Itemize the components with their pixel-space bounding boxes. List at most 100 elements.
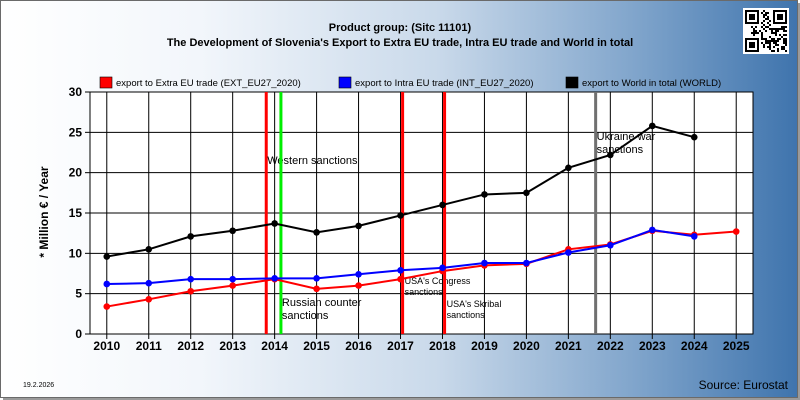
qr-module [751,32,753,34]
qr-module [777,44,779,46]
data-point [607,151,614,159]
data-point [481,259,488,267]
data-point [523,259,530,267]
qr-module [771,40,773,42]
qr-module [773,42,775,44]
y-tick-label: 5 [75,287,82,301]
qr-module [775,32,777,34]
qr-module [783,34,785,36]
qr-module [767,16,769,18]
qr-module [767,22,769,24]
qr-module [771,50,773,52]
event-label: USA's Congress sanctions [405,276,471,297]
legend-swatch-2 [338,76,352,89]
qr-module [785,26,787,28]
qr-module [773,46,775,48]
qr-module [753,28,755,30]
grid-lines [90,92,753,334]
qr-module [771,32,773,34]
data-point [313,285,320,293]
qr-module [783,38,785,40]
x-tick-label: 2021 [555,339,582,353]
qr-module [763,44,765,46]
data-point [103,303,111,310]
qr-module [761,42,763,44]
x-tick-label: 2022 [597,339,624,353]
qr-module [765,42,767,44]
y-tick-label: 20 [69,166,83,180]
x-tick-label: 2019 [471,339,498,353]
qr-code-icon [743,8,789,54]
x-tick-label: 2017 [387,339,414,353]
data-point [439,201,446,209]
qr-module [783,42,785,44]
qr-module [767,12,769,14]
qr-module [767,42,769,44]
x-tick-label: 2013 [219,339,246,353]
qr-module [769,28,771,30]
x-axis: 2010 2011 2012 2013 2014 2015 2016 2017 2018 2019… [93,334,750,353]
legend-label-3: export to World in total (WORLD) [582,78,721,89]
data-point [313,229,320,236]
x-tick-label: 2025 [723,339,750,353]
event-label-line2: sanctions [447,310,486,320]
y-tick-label: 30 [69,85,83,99]
qr-module [773,50,775,52]
legend-swatch-1 [99,76,113,89]
data-point [187,275,195,283]
qr-module [763,14,765,16]
y-tick-label: 15 [69,206,83,220]
y-axis: 0 5 10 15 20 25 30 [69,85,90,341]
qr-module [769,48,771,50]
qr-module [783,28,785,30]
qr-module [781,26,783,28]
qr-module [773,40,775,42]
data-point [103,280,111,288]
x-tick-label: 2023 [639,339,666,353]
data-point [690,133,698,141]
qr-module [763,10,765,12]
qr-module [759,30,761,32]
data-point [565,164,572,172]
qr-module [763,38,765,40]
event-label-line2: sanctions [282,310,329,322]
data-point [481,191,488,198]
event-label-line1: Ukraine war [597,131,656,143]
qr-module [771,30,773,32]
qr-module [785,38,787,40]
qr-module [765,12,767,14]
qr-module [761,34,763,36]
y-tick-label: 0 [75,327,82,341]
qr-module [775,28,777,30]
event-label-line1: Russian counter [282,297,362,309]
chart-title-line1: Product group: (Sitc 11101) [329,22,472,34]
qr-module [779,34,781,36]
qr-module [761,12,763,14]
qr-module [785,34,787,36]
data-point [565,249,572,256]
qr-module [775,42,777,44]
qr-module [777,38,779,40]
qr-module [769,24,771,26]
legend: export to Extra EU trade (EXT_EU27_2020)… [99,76,721,89]
data-series [103,122,740,310]
x-tick-label: 2016 [345,339,372,353]
qr-module [755,30,757,32]
qr-module [763,46,765,48]
qr-module [777,28,779,30]
data-point [397,266,404,274]
qr-module [753,34,755,36]
data-point [229,275,236,283]
qr-module [763,28,765,30]
qr-module [765,30,767,32]
x-tick-label: 2024 [681,339,708,353]
qr-module [763,24,765,26]
qr-module [775,30,777,32]
qr-module [761,22,763,24]
x-tick-label: 2015 [303,339,330,353]
data-point [187,233,195,240]
qr-module [769,36,771,38]
data-point [145,246,153,253]
qr-module [775,40,777,42]
qr-module [765,40,767,42]
